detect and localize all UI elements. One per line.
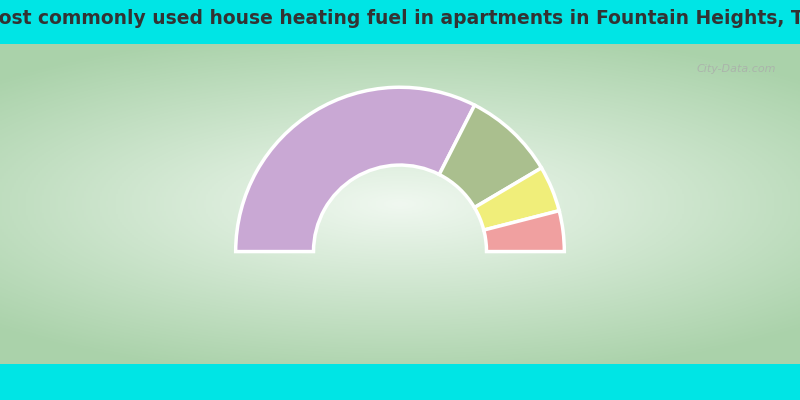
Wedge shape xyxy=(439,105,542,208)
Wedge shape xyxy=(484,211,564,252)
Text: Most commonly used house heating fuel in apartments in Fountain Heights, TN: Most commonly used house heating fuel in… xyxy=(0,8,800,28)
Text: City-Data.com: City-Data.com xyxy=(697,64,776,74)
Wedge shape xyxy=(474,168,559,230)
Wedge shape xyxy=(236,87,474,252)
